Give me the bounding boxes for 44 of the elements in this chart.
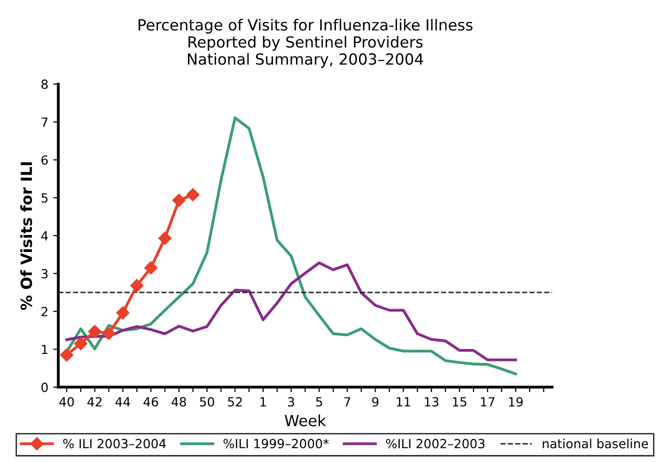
x-tick-label: 48 <box>172 397 186 407</box>
y-tick-label: 3 <box>42 268 48 278</box>
x-tick-label: 9 <box>372 397 378 407</box>
x-tick-label: 40 <box>59 397 74 407</box>
x-tick-label: 11 <box>396 397 410 406</box>
point <box>144 261 158 274</box>
point <box>88 324 102 338</box>
x-tick-label: 46 <box>144 397 158 407</box>
y-tick-label: 0 <box>41 382 48 392</box>
point <box>116 306 130 320</box>
legend-label: % ILI 2003–2004 <box>63 438 166 448</box>
point <box>186 188 200 202</box>
y-tick-label: 6 <box>41 155 48 165</box>
y-tick-label: 8 <box>41 80 48 90</box>
y-axis-title: % Of Visits for ILI <box>20 162 32 310</box>
x-axis-title: Week <box>284 414 326 426</box>
point <box>74 337 88 350</box>
x-tick-label: 50 <box>200 397 214 407</box>
chart-title: Percentage of Visits for Influenza-like Illness Reported by Sentinel Providers National Summary, 2003–2004 <box>138 18 472 68</box>
point <box>102 326 116 340</box>
legend-label: %ILI 1999–2000* <box>224 438 329 448</box>
x-tick-label: 52 <box>228 397 242 407</box>
x-tick-label: 7 <box>344 397 350 406</box>
legend-label: national baseline <box>542 438 648 448</box>
point <box>158 232 172 245</box>
line-series <box>65 262 517 362</box>
x-tick-label: 44 <box>115 397 130 406</box>
y-tick-label: 1 <box>42 344 48 354</box>
y-tick-label: 2 <box>42 306 48 316</box>
x-tick-label: 13 <box>424 397 438 407</box>
x-tick-label: 15 <box>452 397 466 407</box>
x-tick-label: 19 <box>509 397 523 407</box>
legend-label: %ILI 2002–2003 <box>386 438 484 448</box>
point <box>130 279 144 292</box>
y-tick-label: 5 <box>42 193 48 203</box>
x-tick-label: 3 <box>288 397 294 407</box>
x-tick-label: 1 <box>260 397 266 406</box>
x-tick-label: 42 <box>87 397 102 406</box>
x-tick-label: 5 <box>316 397 322 407</box>
point <box>60 348 74 362</box>
y-tick-label: 4 <box>41 231 48 240</box>
point <box>172 194 186 207</box>
x-tick-label: 17 <box>480 397 494 406</box>
y-tick-label: 7 <box>42 118 48 127</box>
